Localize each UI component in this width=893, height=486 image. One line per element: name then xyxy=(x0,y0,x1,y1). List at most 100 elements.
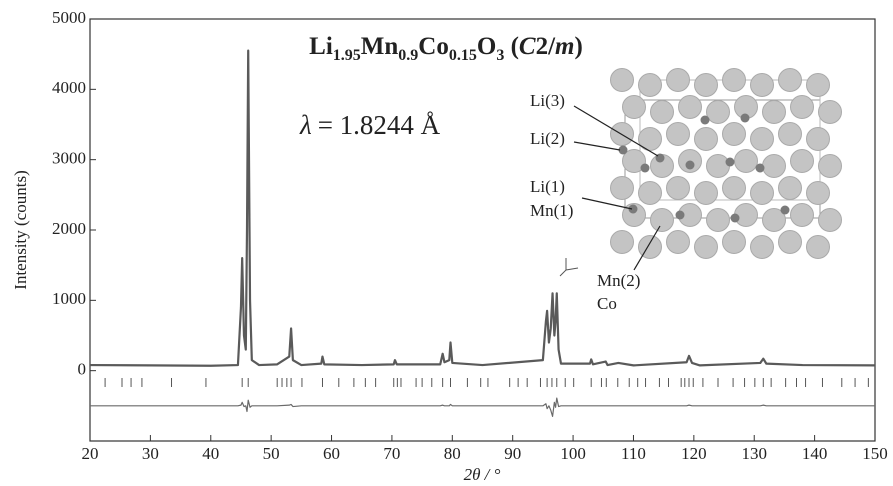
site-label: Mn(2) xyxy=(597,271,640,290)
atom xyxy=(610,230,634,254)
wavelength: λ = 1.8244 Å xyxy=(299,110,441,140)
atom xyxy=(806,235,830,259)
atom xyxy=(806,127,830,151)
data-line xyxy=(90,397,875,417)
site-label: Li(1) xyxy=(530,177,565,196)
atom xyxy=(750,127,774,151)
title-part: Co xyxy=(418,33,449,60)
title-part: Li xyxy=(309,33,333,60)
x-tick-label: 130 xyxy=(741,444,767,463)
x-tick-label: 90 xyxy=(504,444,521,463)
atom xyxy=(666,122,690,146)
title-part: m xyxy=(555,33,574,60)
x-tick-label: 80 xyxy=(444,444,461,463)
y-tick-label: 5000 xyxy=(52,8,86,27)
atom xyxy=(750,73,774,97)
atom xyxy=(750,235,774,259)
atom xyxy=(638,127,662,151)
small-atom xyxy=(740,113,750,123)
arrow xyxy=(633,225,661,271)
atom xyxy=(750,181,774,205)
atom xyxy=(650,208,674,232)
x-tick-label: 60 xyxy=(323,444,340,463)
small-atom xyxy=(730,213,740,223)
atom xyxy=(694,73,718,97)
x-tick-label: 50 xyxy=(263,444,280,463)
atom xyxy=(778,68,802,92)
small-atom xyxy=(618,145,628,155)
atom xyxy=(666,176,690,200)
atom xyxy=(734,149,758,173)
atom xyxy=(706,208,730,232)
small-atom xyxy=(640,163,650,173)
title-part: C xyxy=(519,33,536,60)
site-label: Co xyxy=(597,294,617,313)
site-label: Li(2) xyxy=(530,129,565,148)
atom xyxy=(622,203,646,227)
title-part: ) xyxy=(574,33,582,60)
atom xyxy=(790,203,814,227)
crystal-structure xyxy=(610,68,842,259)
y-tick-label: 4000 xyxy=(52,78,86,97)
atom xyxy=(678,95,702,119)
arrow xyxy=(573,141,621,151)
icon-line xyxy=(559,269,567,277)
x-tick-label: 140 xyxy=(802,444,828,463)
atom xyxy=(806,73,830,97)
small-atom xyxy=(675,210,685,220)
atom xyxy=(722,230,746,254)
y-axis-label: Intensity (counts) xyxy=(11,170,30,289)
atom xyxy=(722,122,746,146)
axis-icon xyxy=(559,258,579,277)
small-atom xyxy=(628,204,638,214)
site-label: Li(3) xyxy=(530,91,565,110)
y-tick-label: 1000 xyxy=(52,289,86,308)
atom xyxy=(666,68,690,92)
atom xyxy=(694,235,718,259)
x-tick-label: 110 xyxy=(621,444,646,463)
x-tick-label: 30 xyxy=(142,444,159,463)
atom xyxy=(638,235,662,259)
atom xyxy=(762,100,786,124)
atom xyxy=(638,73,662,97)
wavelength-symbol: λ xyxy=(299,110,312,140)
atom xyxy=(778,122,802,146)
atom xyxy=(650,100,674,124)
icon-line xyxy=(565,267,579,271)
title-part: O xyxy=(477,33,496,60)
atom xyxy=(610,176,634,200)
small-atom xyxy=(780,205,790,215)
x-tick-label: 70 xyxy=(383,444,400,463)
atom xyxy=(694,181,718,205)
arrow xyxy=(581,197,633,210)
title-part: ( xyxy=(504,33,519,60)
atom xyxy=(818,154,842,178)
x-tick-label: 20 xyxy=(82,444,99,463)
atom xyxy=(778,176,802,200)
atom xyxy=(790,95,814,119)
atom xyxy=(706,100,730,124)
atom xyxy=(722,176,746,200)
atom xyxy=(610,68,634,92)
atom xyxy=(778,230,802,254)
small-atom xyxy=(725,157,735,167)
y-tick-label: 2000 xyxy=(52,219,86,238)
wavelength-text: = 1.8244 Å xyxy=(318,110,441,140)
atom xyxy=(762,208,786,232)
chart-title: Li1.95Mn0.9Co0.15O3 (C2/m) xyxy=(309,33,583,64)
x-tick-label: 40 xyxy=(202,444,219,463)
atom xyxy=(666,230,690,254)
title-part: 1.95 xyxy=(333,47,361,64)
site-label: Mn(1) xyxy=(530,201,573,220)
atom xyxy=(818,100,842,124)
small-atom xyxy=(685,160,695,170)
data-line xyxy=(89,49,876,367)
atom xyxy=(806,181,830,205)
atom xyxy=(638,181,662,205)
y-tick-label: 3000 xyxy=(52,149,86,168)
x-tick-label: 100 xyxy=(560,444,586,463)
atom xyxy=(790,149,814,173)
x-tick-label: 120 xyxy=(681,444,707,463)
x-axis-label: 2θ / ° xyxy=(464,465,501,484)
title-part: Mn xyxy=(361,33,399,60)
